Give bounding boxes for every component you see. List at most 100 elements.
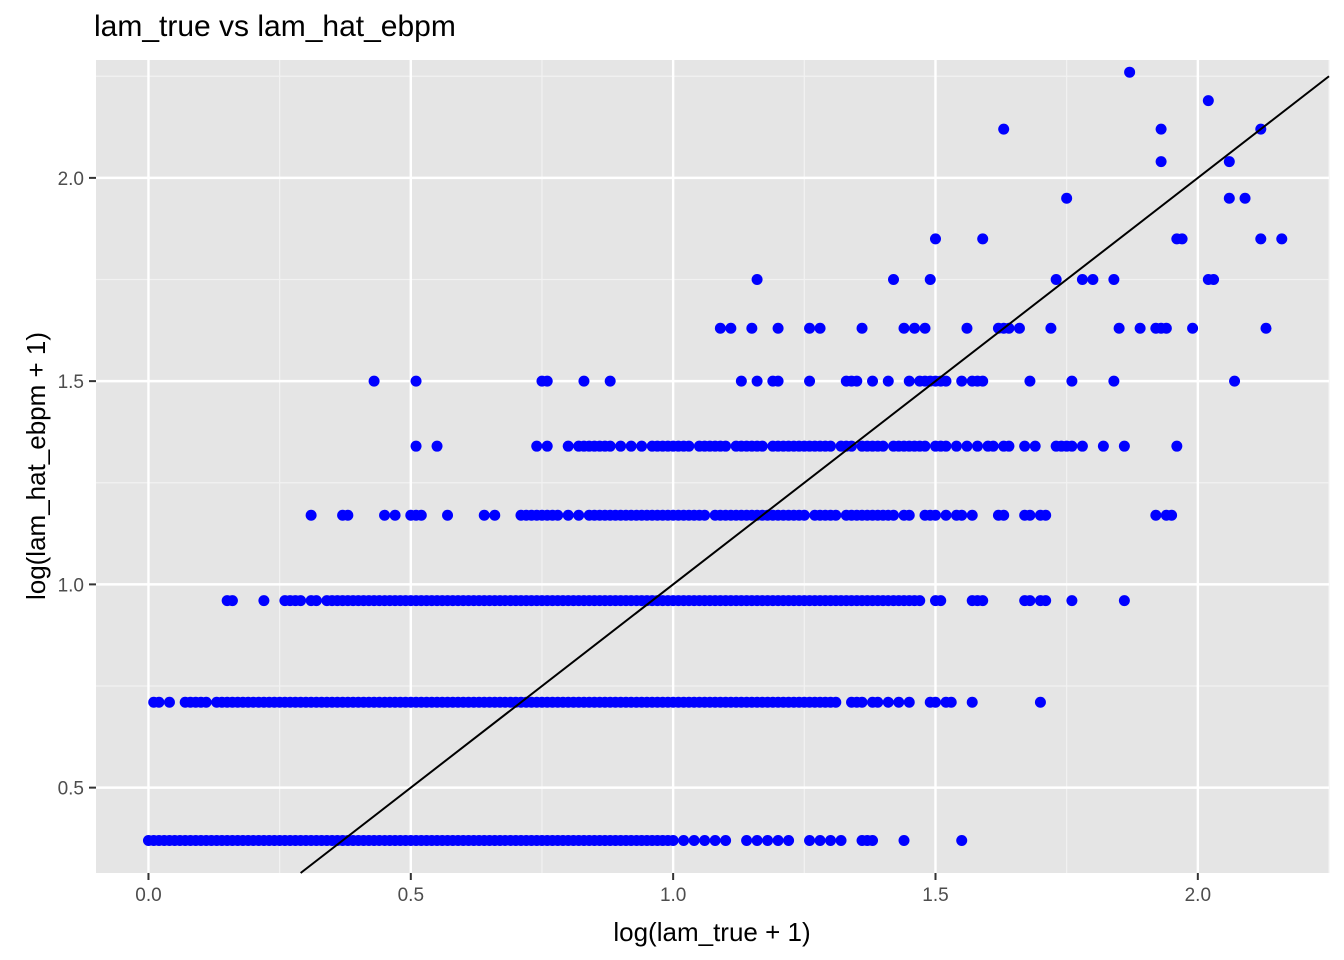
data-point: [888, 274, 900, 286]
data-point: [1024, 509, 1036, 521]
y-tick-label: 0.5: [58, 779, 84, 800]
data-point: [998, 123, 1010, 135]
major-gridlines: [96, 60, 1329, 873]
data-point: [961, 322, 973, 334]
data-point: [1187, 322, 1199, 334]
data-point: [804, 834, 816, 846]
data-point: [1034, 696, 1046, 708]
data-point: [442, 509, 454, 521]
data-point: [1160, 322, 1172, 334]
data-point: [893, 696, 905, 708]
data-point: [163, 696, 175, 708]
data-point: [940, 440, 952, 452]
data-point: [636, 440, 648, 452]
data-point: [914, 595, 926, 607]
x-tick-label: 0.5: [398, 885, 424, 906]
data-point: [368, 375, 380, 387]
data-point: [604, 440, 616, 452]
data-point: [956, 509, 968, 521]
data-point: [856, 696, 868, 708]
data-point: [919, 322, 931, 334]
data-point: [415, 509, 427, 521]
data-point: [751, 274, 763, 286]
data-point: [1013, 322, 1025, 334]
data-point: [1019, 440, 1031, 452]
data-point: [814, 322, 826, 334]
data-point: [1066, 375, 1078, 387]
data-point: [1276, 233, 1288, 245]
data-point: [578, 375, 590, 387]
reference-line-group: [300, 75, 1330, 874]
plot-panel: [96, 60, 1329, 873]
data-point: [678, 834, 690, 846]
data-point: [153, 696, 165, 708]
x-tick-label: 1.5: [922, 885, 948, 906]
data-point: [746, 322, 758, 334]
data-point: [945, 696, 957, 708]
data-point: [956, 834, 968, 846]
data-point: [935, 595, 947, 607]
data-point: [756, 440, 768, 452]
data-point: [872, 696, 884, 708]
data-point: [562, 440, 574, 452]
data-point: [966, 509, 978, 521]
data-point: [741, 834, 753, 846]
data-point: [898, 322, 910, 334]
data-point: [1118, 440, 1130, 452]
data-point: [1260, 322, 1272, 334]
data-point: [410, 440, 422, 452]
data-point: [762, 834, 774, 846]
data-point: [1239, 192, 1251, 204]
data-point: [882, 375, 894, 387]
reference-line: [300, 75, 1330, 874]
data-point: [699, 509, 711, 521]
data-point: [804, 322, 816, 334]
data-point: [924, 274, 936, 286]
data-point: [714, 322, 726, 334]
data-point: [909, 322, 921, 334]
x-tick-label: 0.0: [135, 885, 161, 906]
data-point: [929, 509, 941, 521]
data-point: [1223, 156, 1235, 168]
data-point: [410, 375, 422, 387]
data-point: [867, 834, 879, 846]
data-point: [562, 509, 574, 521]
data-point: [1050, 274, 1062, 286]
data-point: [1087, 274, 1099, 286]
data-point: [751, 375, 763, 387]
y-axis-ticks: 0.5 1.0 1.5 2.0: [58, 169, 96, 800]
data-point: [531, 440, 543, 452]
data-point: [898, 834, 910, 846]
data-point: [1076, 440, 1088, 452]
data-point: [478, 509, 490, 521]
data-point: [1108, 274, 1120, 286]
data-point: [604, 375, 616, 387]
data-point: [709, 834, 721, 846]
data-point: [573, 509, 585, 521]
data-point: [851, 375, 863, 387]
data-point: [1076, 274, 1088, 286]
chart-title: lam_true vs lam_hat_ebpm: [94, 10, 456, 43]
data-point: [1045, 322, 1057, 334]
data-point: [688, 834, 700, 846]
data-point: [1155, 123, 1167, 135]
data-point: [1208, 274, 1220, 286]
data-point: [929, 233, 941, 245]
data-point: [1066, 440, 1078, 452]
data-point: [1124, 66, 1136, 78]
data-point: [950, 440, 962, 452]
data-point: [1024, 595, 1036, 607]
data-point: [1134, 322, 1146, 334]
data-point: [1171, 440, 1183, 452]
data-point: [1150, 509, 1162, 521]
data-point: [1223, 192, 1235, 204]
data-point: [552, 509, 564, 521]
data-point: [1066, 595, 1078, 607]
data-point: [987, 440, 999, 452]
data-point: [977, 595, 989, 607]
y-axis-label: log(lam_hat_ebpm + 1): [21, 332, 51, 600]
data-point: [226, 595, 238, 607]
minor-gridlines: [96, 60, 1330, 873]
data-point: [1040, 595, 1052, 607]
